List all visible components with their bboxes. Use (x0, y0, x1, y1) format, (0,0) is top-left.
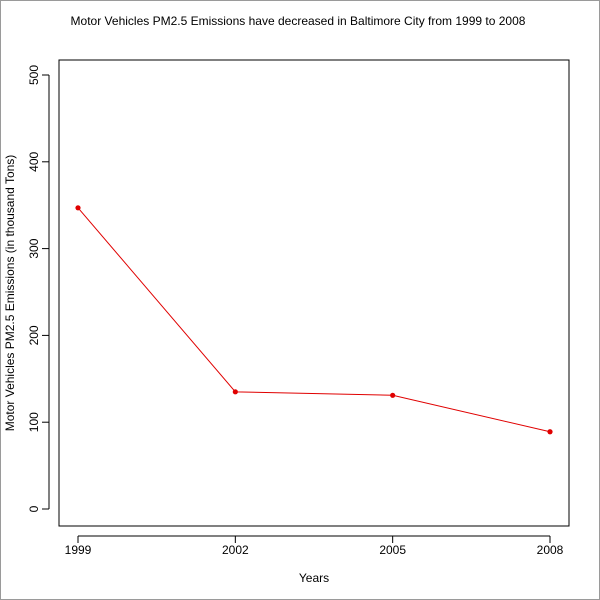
x-axis-label: Years (299, 571, 329, 585)
x-tick-label: 2005 (379, 543, 406, 557)
y-tick-label: 300 (27, 238, 41, 258)
x-tick-label: 1999 (65, 543, 92, 557)
data-point (547, 429, 553, 435)
data-point (232, 389, 238, 395)
x-tick-label: 2002 (222, 543, 249, 557)
chart-title: Motor Vehicles PM2.5 Emissions have decr… (71, 14, 526, 28)
x-tick-label: 2008 (537, 543, 564, 557)
y-tick-label: 500 (27, 65, 41, 85)
series-line (77, 207, 551, 433)
data-point (75, 205, 81, 211)
plot-area-box (58, 59, 570, 527)
y-axis: 0 100 200 300 400 500 (27, 65, 50, 512)
y-tick-label: 200 (27, 325, 41, 345)
y-tick-label: 100 (27, 412, 41, 432)
x-axis: 1999 2002 2005 2008 (65, 535, 564, 557)
series-emissions (75, 205, 553, 435)
y-tick-label: 400 (27, 151, 41, 171)
y-axis-label: Motor Vehicles PM2.5 Emissions (in thous… (3, 155, 17, 432)
y-tick-label: 0 (27, 505, 41, 512)
data-point (390, 392, 396, 398)
